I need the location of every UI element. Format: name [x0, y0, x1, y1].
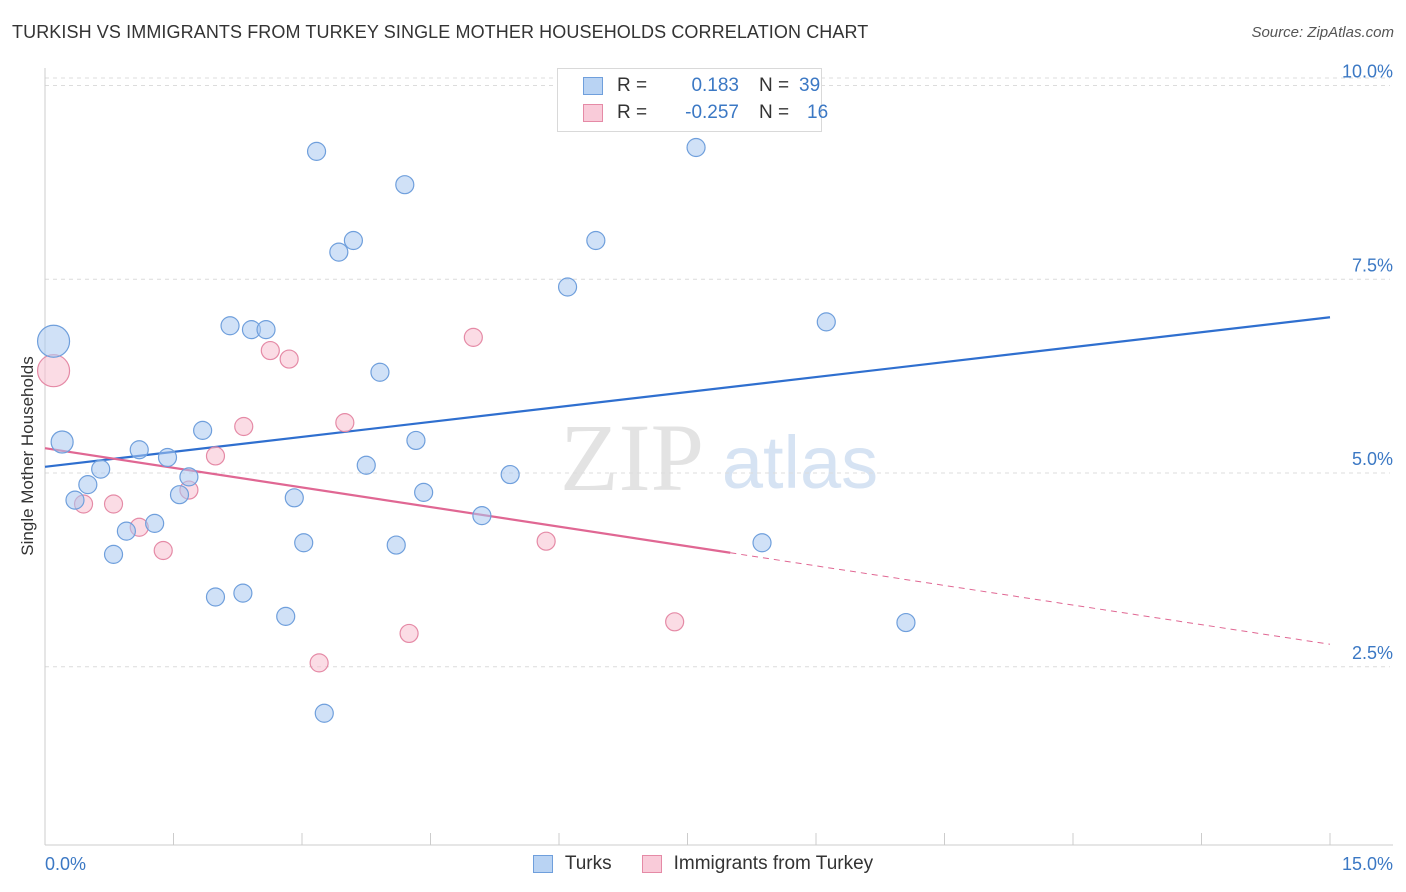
- y-axis-label: Single Mother Households: [18, 356, 37, 556]
- series-swatch-turks: [532, 855, 553, 873]
- turks-point: [276, 606, 296, 626]
- y-tick-label: 10.0%: [1342, 62, 1393, 82]
- turks-point: [500, 464, 520, 485]
- turks-point: [256, 320, 276, 340]
- turks-point: [65, 490, 85, 510]
- turks-point: [91, 459, 111, 479]
- immigrants-point: [463, 327, 483, 347]
- turks-point: [329, 242, 349, 262]
- turks-point: [294, 533, 314, 553]
- turks-point: [157, 447, 178, 468]
- turks-point: [116, 521, 136, 541]
- legend-n-value: 16: [807, 102, 829, 123]
- turks-point: [752, 533, 772, 553]
- legend-swatch-turks: [583, 77, 603, 95]
- legend-r-label: R =: [617, 75, 648, 96]
- immigrants-point: [205, 446, 226, 466]
- y-tick-label: 7.5%: [1352, 255, 1393, 275]
- immigrants-point: [36, 354, 71, 388]
- turks-point: [896, 612, 916, 633]
- x-tick-label-min: 0.0%: [45, 854, 86, 874]
- turks-point: [169, 485, 190, 505]
- turks-point: [472, 506, 492, 526]
- axes: [44, 68, 1393, 846]
- series-legend-turks: Turks: [532, 853, 612, 875]
- y-tick-labels: 2.5% 5.0% 7.5% 10.0%: [1342, 62, 1393, 663]
- turks-point: [414, 482, 434, 502]
- immigrants-point: [234, 416, 254, 437]
- turks-point: [816, 312, 836, 332]
- series-label-immigrants: Immigrants from Turkey: [673, 853, 874, 874]
- turks-point: [386, 535, 406, 555]
- turks-point: [179, 467, 199, 487]
- trend-lines: [44, 316, 1331, 645]
- turks-point: [356, 455, 376, 475]
- turks-point: [103, 544, 124, 564]
- immigrants-point: [399, 623, 419, 644]
- immigrants-point: [279, 349, 299, 369]
- series-legend-immigrants: Immigrants from Turkey: [641, 853, 874, 875]
- immigrants-point: [335, 413, 355, 433]
- y-tick-label: 2.5%: [1352, 643, 1393, 663]
- turks-point: [343, 230, 363, 251]
- turks-point: [78, 475, 98, 495]
- turks-point: [557, 277, 578, 297]
- turks-point: [686, 137, 706, 158]
- turks-point: [129, 440, 149, 460]
- legend-r-label: R =: [617, 102, 648, 123]
- series-legend: Turks Immigrants from Turkey: [0, 852, 1406, 876]
- immigrants-point: [536, 531, 556, 551]
- immigrants-point: [665, 612, 685, 632]
- watermark-zip: ZIP: [560, 404, 704, 511]
- turks-point: [220, 316, 240, 336]
- turks-point: [314, 703, 334, 723]
- legend-row-turks: R = 0.183 N = 39: [583, 74, 820, 98]
- turks-point: [284, 488, 304, 508]
- correlation-legend: R = 0.183 N = 39 R = -0.257 N = 16: [557, 68, 828, 132]
- immigrants-trend-line: [44, 447, 731, 554]
- turks-point: [36, 324, 71, 358]
- data-points: [36, 137, 916, 723]
- legend-r-value: 0.183: [691, 75, 739, 96]
- turks-point: [370, 362, 390, 382]
- y-tick-label: 5.0%: [1352, 449, 1393, 469]
- immigrants-point: [260, 340, 280, 361]
- turks-point: [205, 587, 226, 607]
- series-swatch-immigrants: [641, 855, 662, 873]
- grid-lines: [45, 77, 1390, 668]
- turks-point: [145, 513, 165, 533]
- immigrants-trend-line-dashed: [730, 552, 1331, 645]
- chart-title: TURKISH VS IMMIGRANTS FROM TURKEY SINGLE…: [12, 22, 869, 42]
- watermark-atlas: atlas: [722, 421, 878, 504]
- immigrants-point: [153, 540, 173, 561]
- turks-trend-line: [44, 316, 1331, 468]
- immigrants-point: [103, 494, 124, 514]
- watermark: ZIP atlas: [560, 404, 878, 511]
- x-tick-label-max: 15.0%: [1342, 854, 1393, 874]
- turks-point: [586, 230, 606, 251]
- legend-swatch-immigrants: [583, 104, 603, 122]
- legend-r-value: -0.257: [685, 102, 739, 123]
- x-tick-labels: 0.0% 15.0%: [45, 854, 1393, 874]
- source-label: Source: ZipAtlas.com: [1251, 24, 1394, 41]
- turks-point: [306, 141, 327, 161]
- legend-n-value: 39: [799, 75, 821, 96]
- turks-point: [406, 430, 426, 451]
- legend-n-label: N =: [759, 75, 790, 96]
- immigrants-point: [309, 653, 329, 673]
- turks-point: [50, 430, 74, 454]
- legend-n-label: N =: [759, 102, 790, 123]
- turks-point: [233, 583, 253, 603]
- legend-row-immigrants: R = -0.257 N = 16: [583, 101, 828, 125]
- series-label-turks: Turks: [564, 853, 612, 874]
- turks-point: [193, 420, 213, 440]
- turks-point: [395, 175, 415, 195]
